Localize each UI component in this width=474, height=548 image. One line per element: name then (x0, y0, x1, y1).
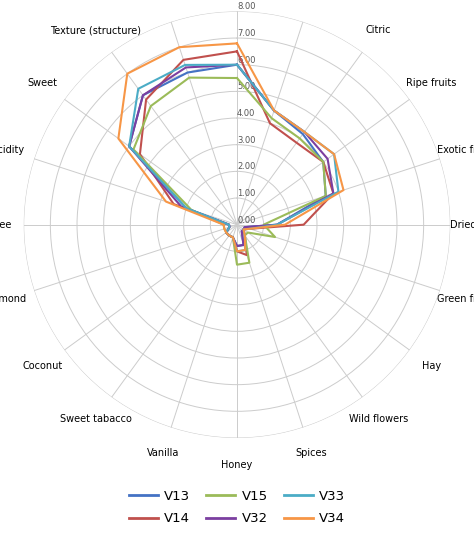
Legend: V13, V14, V15, V32, V33, V34: V13, V14, V15, V32, V33, V34 (123, 484, 351, 530)
